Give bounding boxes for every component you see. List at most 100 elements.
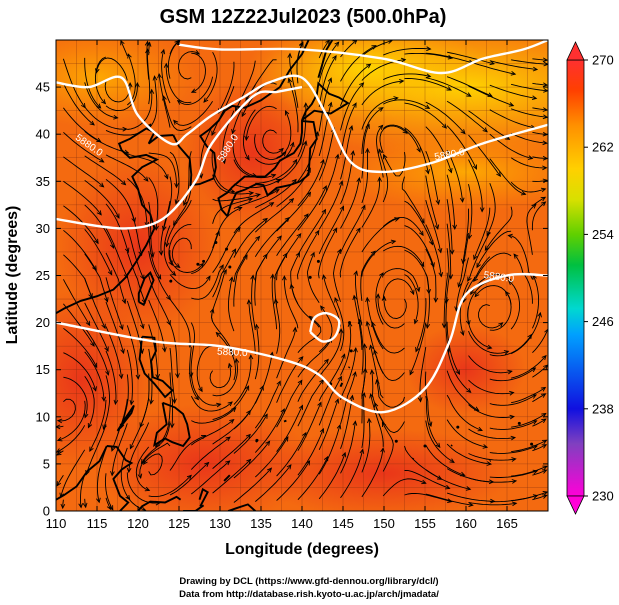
shading-region [247, 40, 488, 119]
streamline-arrow [366, 63, 372, 69]
streamline-arrow [157, 72, 162, 79]
streamline-arrow [164, 242, 170, 248]
island [225, 247, 229, 251]
streamline [361, 80, 404, 106]
streamline-arrow [352, 420, 358, 426]
streamline-arrow [276, 380, 281, 386]
streamline-arrow [198, 386, 203, 393]
island [517, 421, 521, 425]
streamline-arrow [229, 276, 234, 282]
streamline-arrow [352, 40, 358, 45]
streamline [126, 251, 146, 304]
streamline-arrow [101, 323, 106, 330]
streamline-arrow [447, 498, 453, 503]
streamline-arrow [447, 54, 454, 60]
streamline [84, 498, 87, 508]
streamline [212, 174, 254, 195]
streamline [446, 223, 452, 279]
streamline [248, 300, 256, 355]
streamline-arrow [319, 427, 325, 434]
streamline-arrow [452, 224, 458, 231]
streamline [297, 359, 329, 402]
colorbar-gradient [566, 59, 585, 497]
streamline-arrow [434, 224, 440, 230]
streamline [532, 329, 548, 354]
streamline [425, 77, 472, 97]
streamline-arrow [255, 235, 261, 241]
streamline-arrow [298, 404, 303, 410]
streamline [404, 78, 452, 91]
streamline-arrow [390, 239, 397, 245]
streamline [468, 61, 516, 75]
streamline [233, 178, 281, 189]
streamline-arrow [542, 178, 548, 184]
coastline [217, 119, 318, 217]
streamline [340, 102, 357, 155]
streamline-arrow [467, 234, 473, 240]
streamline [169, 151, 180, 204]
streamline [191, 419, 234, 446]
coastline [283, 419, 287, 423]
streamline-arrow [143, 176, 149, 182]
streamline-arrow [227, 401, 233, 407]
streamline [370, 394, 384, 447]
streamline [468, 330, 509, 354]
coastline [106, 445, 134, 511]
streamline-arrow [378, 107, 384, 112]
streamline-arrow [380, 447, 385, 453]
streamline-arrow [246, 299, 252, 305]
streamline-arrow [511, 479, 518, 484]
streamline [340, 63, 371, 107]
colorbar-min-arrow [566, 495, 585, 515]
streamline [361, 448, 384, 498]
streamline [276, 233, 302, 281]
streamline-arrow [435, 442, 441, 449]
streamline [148, 177, 159, 230]
streamline [297, 456, 329, 501]
streamline-arrow [509, 390, 515, 396]
streamline [169, 274, 211, 290]
streamline [531, 201, 546, 231]
streamline [489, 420, 537, 430]
streamline-arrow [446, 86, 452, 91]
streamline [318, 181, 343, 230]
streamline [446, 443, 492, 465]
streamline-arrow [482, 444, 489, 449]
streamline [446, 76, 493, 97]
streamline-arrow [400, 57, 407, 63]
streamline-arrow [247, 197, 254, 203]
streamline-arrow [154, 225, 159, 231]
streamline [340, 82, 364, 131]
streamline-arrow [489, 60, 495, 66]
credit-drawing: Drawing by DCL (https://www.gfd-dennou.o… [179, 576, 438, 587]
streamline [468, 85, 514, 107]
streamline [233, 414, 268, 454]
streamline-arrow [162, 347, 167, 353]
streamline [63, 131, 104, 163]
streamline-arrow [338, 328, 344, 334]
streamline-arrow [415, 286, 421, 293]
streamline [171, 237, 192, 268]
streamline [276, 141, 307, 183]
streamline-arrow [327, 101, 333, 108]
streamline-arrow [473, 254, 478, 261]
streamline-arrow [369, 369, 375, 375]
y-tick-label: 20 [36, 315, 50, 330]
streamline-arrow [510, 435, 517, 441]
streamline-arrow [371, 321, 376, 327]
y-tick-label: 5 [43, 456, 50, 471]
streamline-arrow [511, 457, 517, 462]
streamline [468, 428, 516, 440]
x-axis-label: Longitude (degrees) [225, 541, 379, 558]
coastline [116, 404, 135, 432]
streamline-arrow [209, 308, 215, 314]
streamline [446, 149, 464, 202]
streamline-arrow [542, 491, 548, 496]
island [349, 349, 353, 353]
streamline [209, 363, 232, 389]
streamline [63, 180, 102, 216]
streamline-arrow [90, 341, 95, 347]
streamline [370, 345, 384, 399]
streamline-arrow [215, 331, 221, 338]
streamline-arrow [474, 292, 480, 298]
